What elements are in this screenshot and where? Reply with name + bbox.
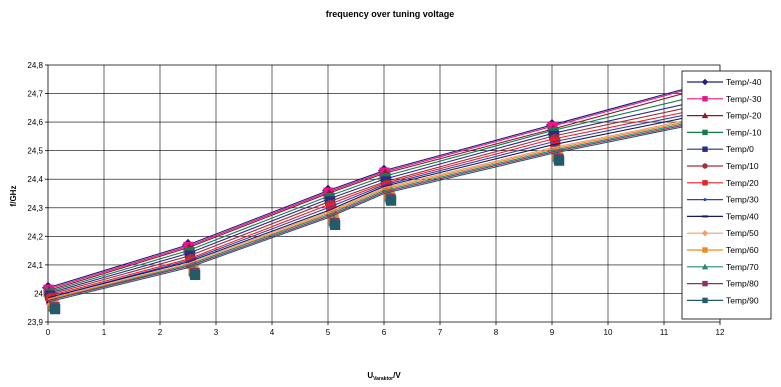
y-tick-label: 24,7 bbox=[27, 90, 43, 99]
x-tick-label: 0 bbox=[46, 328, 51, 337]
series-line bbox=[47, 115, 721, 302]
y-tick-label: 24,2 bbox=[27, 232, 43, 241]
legend-label: Temp/-30 bbox=[726, 94, 762, 104]
legend-label: Temp/30 bbox=[726, 195, 759, 205]
x-tick-label: 5 bbox=[326, 328, 331, 337]
series-line bbox=[47, 104, 721, 297]
legend-items: Temp/-40 Temp/-30 Temp/-20 Temp/-10 Temp/0 Te… bbox=[687, 77, 762, 305]
legend-marker bbox=[702, 180, 708, 186]
legend-label: Temp/60 bbox=[726, 245, 759, 255]
y-tick-label: 24 bbox=[34, 289, 43, 298]
legend-item: Temp/90 bbox=[687, 295, 759, 305]
legend-item: Temp/-40 bbox=[687, 77, 762, 87]
series-line bbox=[47, 117, 721, 302]
x-axis-label: UVaraktor/V bbox=[367, 371, 401, 382]
x-tick-label: 9 bbox=[550, 328, 555, 337]
legend-item: Temp/50 bbox=[687, 228, 759, 238]
series-line bbox=[47, 118, 721, 303]
legend-item: Temp/-30 bbox=[687, 94, 762, 104]
data-point bbox=[330, 219, 341, 231]
series-line bbox=[47, 83, 721, 292]
legend-marker bbox=[701, 112, 709, 119]
legend-item: Temp/10 bbox=[687, 161, 759, 171]
series-line bbox=[47, 78, 721, 289]
legend-label: Temp/10 bbox=[726, 161, 759, 171]
series-line bbox=[47, 110, 721, 299]
data-point bbox=[386, 195, 397, 206]
y-tick-label: 24,8 bbox=[27, 61, 43, 70]
chart-title: frequency over tuning voltage bbox=[326, 9, 455, 19]
legend-marker bbox=[702, 280, 708, 287]
series-line bbox=[47, 107, 721, 299]
legend-marker bbox=[702, 163, 708, 169]
legend-marker bbox=[703, 198, 707, 202]
x-tick-label: 8 bbox=[494, 328, 499, 337]
legend-label: Temp/50 bbox=[726, 228, 759, 238]
y-tick-label: 24,6 bbox=[27, 118, 43, 127]
legend-item: Temp/70 bbox=[687, 262, 759, 272]
x-tick-label: 2 bbox=[158, 328, 163, 337]
legend-marker bbox=[701, 215, 709, 218]
x-tick-label: 11 bbox=[660, 328, 669, 337]
series-line bbox=[47, 80, 721, 290]
legend-item: Temp/20 bbox=[687, 178, 759, 188]
data-point bbox=[190, 269, 201, 280]
legend bbox=[681, 70, 772, 320]
legend-label: Temp/-40 bbox=[726, 77, 762, 87]
legend-label: Temp/-20 bbox=[726, 111, 762, 121]
y-axis-label: f/GHz bbox=[9, 186, 18, 207]
x-tick-label: 10 bbox=[604, 328, 613, 337]
legend-item: Temp/0 bbox=[687, 144, 754, 154]
x-tick-label: 1 bbox=[102, 328, 107, 337]
legend-item: Temp/-10 bbox=[687, 127, 762, 137]
legend-item: Temp/-20 bbox=[687, 111, 762, 121]
data-point bbox=[554, 155, 565, 166]
data-point bbox=[326, 203, 337, 214]
series-line bbox=[47, 100, 721, 296]
x-tick-label: 6 bbox=[382, 328, 387, 337]
legend-item: Temp/40 bbox=[687, 211, 759, 221]
legend-label: Temp/-10 bbox=[726, 127, 762, 137]
y-tick-label: 24,4 bbox=[27, 175, 43, 184]
legend-item: Temp/60 bbox=[687, 245, 759, 255]
legend-label: Temp/20 bbox=[726, 178, 759, 188]
legend-marker bbox=[702, 96, 708, 102]
legend-item: Temp/30 bbox=[687, 195, 759, 205]
series-line bbox=[47, 90, 721, 293]
legend-marker bbox=[702, 297, 708, 304]
x-tick-label: 12 bbox=[716, 328, 725, 337]
legend-label: Temp/70 bbox=[726, 262, 759, 272]
legend-marker bbox=[701, 230, 709, 237]
legend-label: Temp/90 bbox=[726, 295, 759, 305]
x-axis: 0 1 2 3 4 5 6 7 8 9 10 11 12 bbox=[46, 322, 725, 337]
legend-label: Temp/80 bbox=[726, 279, 759, 289]
legend-label: Temp/40 bbox=[726, 211, 759, 221]
legend-label: Temp/0 bbox=[726, 144, 754, 154]
legend-marker bbox=[702, 247, 708, 253]
y-tick-label: 23,9 bbox=[27, 318, 43, 327]
legend-marker bbox=[701, 78, 709, 86]
y-axis: 23,9 24 24,1 24,2 24,3 24,4 24,5 24,6 24,7 24,8 bbox=[27, 61, 48, 327]
x-tick-label: 3 bbox=[214, 328, 219, 337]
series-line bbox=[47, 95, 721, 294]
y-tick-label: 24,5 bbox=[27, 147, 43, 156]
y-tick-label: 24,3 bbox=[27, 204, 43, 213]
data-point bbox=[50, 304, 61, 315]
x-tick-label: 7 bbox=[438, 328, 443, 337]
x-tick-label: 4 bbox=[270, 328, 275, 337]
series-line bbox=[47, 113, 721, 300]
legend-marker bbox=[702, 146, 708, 152]
legend-item: Temp/80 bbox=[687, 279, 759, 289]
legend-marker bbox=[701, 263, 709, 270]
legend-marker bbox=[702, 129, 708, 136]
data-point bbox=[550, 137, 561, 148]
y-tick-label: 24,1 bbox=[27, 261, 43, 270]
